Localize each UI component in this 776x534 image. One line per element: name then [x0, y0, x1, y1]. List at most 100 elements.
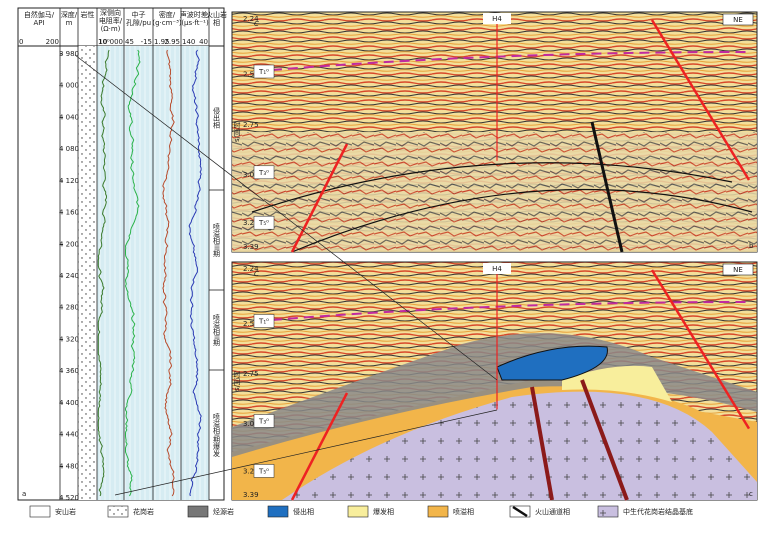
panel-label: a: [22, 490, 26, 498]
horizon-label: T₁⁰: [258, 68, 269, 76]
legend-swatch: [187, 505, 209, 518]
horizon-label: T₁⁰: [258, 318, 269, 326]
column-header: 相: [213, 18, 220, 27]
c-label: C: [254, 20, 259, 28]
time-tick: 3.39: [243, 243, 259, 251]
label-box: [722, 13, 754, 26]
legend-label: 中生代花岗岩结晶基底: [623, 507, 693, 516]
column-header: (μs·ft⁻¹): [181, 19, 209, 27]
facies-label: 喷溢相I期爆发: [213, 412, 221, 458]
lithology-fill: [78, 46, 97, 500]
label-box: [253, 215, 275, 230]
horizon: [251, 162, 733, 213]
label-box: [253, 314, 275, 328]
scale-min: 1.95: [154, 38, 170, 46]
legend-label: 爆发相: [373, 507, 394, 516]
label-box: [722, 263, 754, 276]
fault: [290, 392, 349, 501]
swatch-vent: [512, 505, 528, 518]
time-tick: 2.75: [243, 370, 259, 378]
time-tick: 3.39: [243, 491, 259, 499]
time-tick: 2.24: [243, 15, 259, 23]
facies-label: 喷溢相II期: [213, 313, 221, 347]
column-header: 中子: [132, 10, 146, 19]
gray-seismic: [232, 333, 757, 457]
density-curve: [162, 49, 175, 497]
column-header: 电阻率/: [99, 16, 123, 25]
time-tick: 3.25: [243, 467, 259, 475]
scale-min: 0: [19, 38, 23, 46]
depth-label: 4 200: [59, 240, 79, 248]
direction-label: NE: [733, 266, 743, 274]
legend-swatch: [597, 505, 619, 518]
depth-label: 4 360: [59, 367, 79, 375]
label-box: [253, 165, 275, 180]
depth-label: 4 520: [59, 494, 79, 502]
scale-max: 2.95: [164, 38, 180, 46]
depth-label: 4 480: [59, 462, 79, 470]
depth-label: 4 120: [59, 177, 79, 185]
resistivity-curve: [97, 49, 110, 497]
depth-label: 4 400: [59, 399, 79, 407]
dashed-horizon: [271, 301, 748, 321]
depth-label: 4 280: [59, 304, 79, 312]
time-tick: 2.50: [243, 320, 259, 328]
column-header: 自然伽马/: [24, 10, 55, 19]
neutron-curve: [124, 49, 141, 497]
scale-max: 10 000: [99, 38, 124, 46]
label-box: [483, 263, 511, 274]
panel-label: c: [749, 490, 753, 498]
vent: [530, 386, 554, 501]
dashed-horizon: [271, 51, 748, 71]
horizon-label: T₅⁰: [258, 467, 269, 475]
legend-label: 烃源岩: [213, 507, 234, 516]
column-header: m: [66, 19, 73, 27]
fault: [650, 19, 751, 181]
depth-label: 4 080: [59, 145, 79, 153]
sonic-curve: [188, 49, 202, 497]
column-header: (g·cm⁻³): [152, 19, 182, 27]
panel-label: b: [749, 242, 754, 250]
column-header: 深侧向: [100, 8, 121, 17]
depth-label: 4 240: [59, 272, 79, 280]
fault: [650, 269, 751, 430]
horizon-label: T₃⁰: [258, 169, 269, 177]
time-tick: 2.24: [243, 265, 259, 273]
extrusive-facies: [496, 345, 608, 381]
column-header: 声波时差/: [180, 10, 211, 19]
tie-line: [114, 409, 498, 496]
label-box: [253, 414, 275, 428]
legend-label: 喷溢相: [453, 507, 474, 516]
well-label: H4: [492, 15, 502, 23]
depth-label: 4 040: [59, 113, 79, 121]
scale-max: -15: [141, 38, 152, 46]
time-tick: 2.75: [243, 121, 259, 129]
column-header: 岩性: [81, 10, 95, 19]
legend-swatch: [267, 505, 289, 518]
vent: [590, 121, 624, 253]
tie-line: [74, 54, 498, 381]
depth-label: 4 320: [59, 335, 79, 343]
horizon-label: T₅⁰: [258, 219, 269, 227]
label-box: [253, 64, 275, 79]
depth-label: 4 160: [59, 209, 79, 217]
horizon-label: T₃⁰: [258, 417, 269, 425]
burst-facies: [562, 365, 672, 402]
scale-max: 40: [199, 38, 208, 46]
legend-label: 安山岩: [55, 507, 76, 516]
scale-min: 140: [182, 38, 195, 46]
facies-label: 喷溢相III期: [213, 222, 221, 258]
time-tick: 3.25: [243, 219, 259, 227]
legend-swatch: [107, 505, 129, 518]
time-tick: 2.50: [243, 70, 259, 78]
vent: [580, 379, 629, 501]
facies-label: 侵出相: [213, 107, 221, 130]
scale-min: 45: [125, 38, 134, 46]
legend-label: 花岗岩: [133, 507, 154, 516]
column-header: 孔隙/pu: [126, 18, 151, 27]
axis-title: 时间/s: [233, 370, 241, 391]
scale-min: 10⁰: [98, 38, 110, 46]
legend-swatch: [347, 505, 369, 518]
label-box: [483, 13, 511, 24]
